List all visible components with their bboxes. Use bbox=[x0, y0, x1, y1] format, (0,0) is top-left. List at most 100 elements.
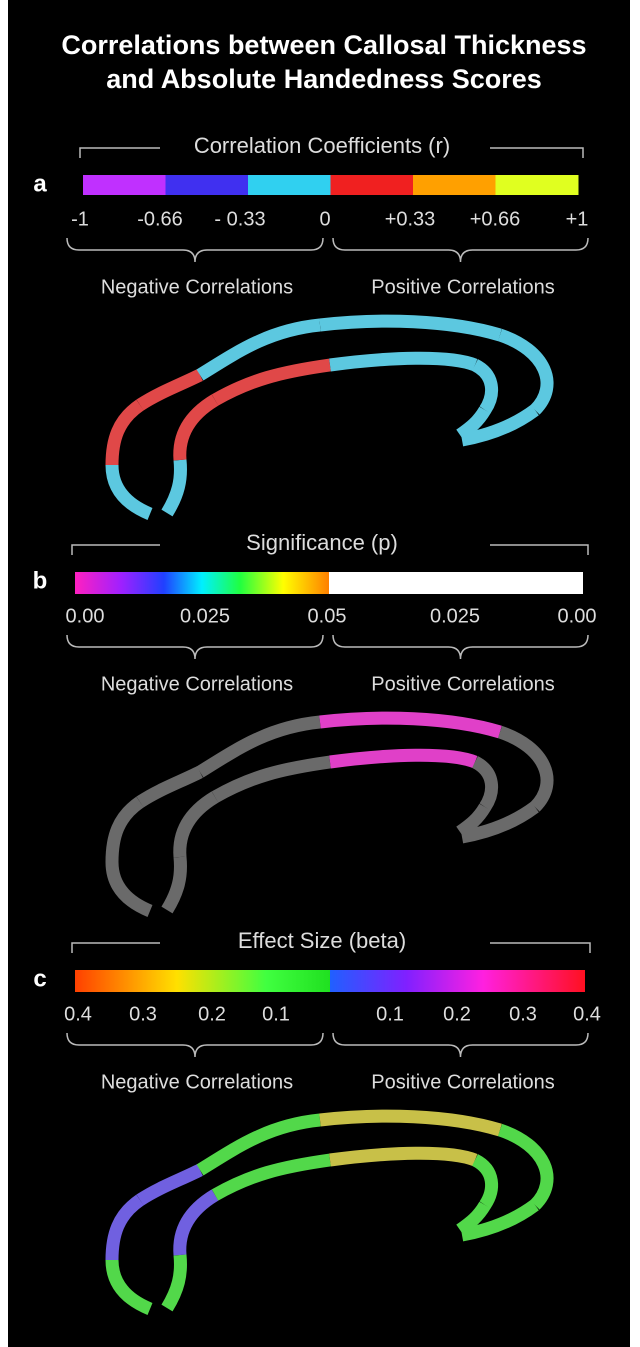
callosum-segment bbox=[460, 1199, 539, 1242]
callosum-segment bbox=[460, 404, 539, 447]
scale-tick-label: 0.3 bbox=[509, 1003, 537, 1025]
title: and Absolute Handedness Scores bbox=[106, 64, 542, 94]
callosum-segment bbox=[173, 791, 219, 858]
scale-title: Significance (p) bbox=[246, 530, 398, 555]
scale-tick-label: 0.1 bbox=[262, 1003, 290, 1025]
callosum-segment bbox=[173, 1189, 219, 1256]
callosum-segment bbox=[497, 1123, 554, 1210]
side-label: Negative Correlations bbox=[101, 276, 293, 298]
scale-tick-label: 0 bbox=[319, 208, 330, 230]
colorbar-segment bbox=[330, 175, 414, 195]
bracket bbox=[71, 544, 589, 555]
callosum-segment bbox=[105, 464, 153, 521]
scale-tick-label: -1 bbox=[71, 208, 89, 230]
colorbar-left bbox=[75, 572, 329, 594]
brace bbox=[66, 634, 324, 660]
callosum bbox=[105, 711, 554, 918]
brace bbox=[332, 634, 589, 660]
scale-tick-label: 0.4 bbox=[573, 1003, 601, 1025]
colorbar-segment bbox=[413, 175, 496, 195]
callosum-segment bbox=[211, 1153, 331, 1201]
side-label: Positive Correlations bbox=[371, 1071, 554, 1093]
callosum-segment bbox=[329, 351, 478, 372]
colorbar-segment bbox=[248, 175, 331, 195]
scale-tick-label: +0.33 bbox=[385, 208, 436, 230]
side-label: Positive Correlations bbox=[371, 276, 554, 298]
panel-letter: b bbox=[33, 567, 48, 594]
brace bbox=[332, 1032, 589, 1058]
callosum-segment bbox=[471, 359, 498, 414]
callosum-segment bbox=[136, 369, 203, 411]
callosum-segment bbox=[460, 801, 539, 844]
callosum-segment bbox=[161, 856, 187, 914]
colorbar-right bbox=[329, 572, 583, 594]
callosum-segment bbox=[105, 399, 144, 466]
side-label: Negative Correlations bbox=[101, 1071, 293, 1093]
brace bbox=[332, 237, 589, 263]
scale-tick-label: +0.66 bbox=[470, 208, 521, 230]
scale-tick-label: +1 bbox=[566, 208, 589, 230]
scale-tick-label: 0.2 bbox=[443, 1003, 471, 1025]
callosum-segment bbox=[319, 1109, 502, 1137]
scale-tick-label: 0.00 bbox=[66, 605, 105, 627]
brace bbox=[66, 1032, 324, 1058]
scale-tick-label: 0.1 bbox=[376, 1003, 404, 1025]
brace bbox=[66, 237, 324, 263]
colorbar-left bbox=[75, 970, 330, 992]
callosum-segment bbox=[456, 803, 491, 838]
panel: Correlation Coefficients (r) a -1 -0.66 - 0.… bbox=[33, 133, 589, 521]
scale-tick-label: - 0.33 bbox=[214, 208, 265, 230]
scale-tick-label: 0.025 bbox=[180, 605, 230, 627]
scale-tick-label: 0.2 bbox=[198, 1003, 226, 1025]
callosum-segment bbox=[105, 1259, 153, 1316]
callosum-segment bbox=[456, 1201, 491, 1236]
colorbar-right bbox=[330, 970, 585, 992]
scale-tick-label: 0.4 bbox=[64, 1003, 92, 1025]
callosum-segment bbox=[136, 766, 203, 808]
scale-tick-label: 0.025 bbox=[430, 605, 480, 627]
callosum-segment bbox=[497, 328, 554, 415]
callosum-segment bbox=[471, 756, 498, 811]
callosum-segment bbox=[456, 406, 491, 441]
scale-tick-label: 0.05 bbox=[308, 605, 347, 627]
bracket bbox=[79, 147, 584, 158]
callosum-segment bbox=[105, 861, 153, 918]
callosum-segment bbox=[161, 459, 187, 517]
callosum-segment bbox=[471, 1154, 498, 1209]
callosum-segment bbox=[497, 725, 554, 812]
callosum-segment bbox=[211, 358, 331, 406]
callosum-segment bbox=[211, 755, 331, 803]
callosum-segment bbox=[196, 1113, 321, 1176]
panel-letter: c bbox=[33, 965, 46, 992]
callosum-segment bbox=[329, 748, 478, 769]
scale-tick-label: 0.00 bbox=[558, 605, 597, 627]
scale-tick-label: 0.3 bbox=[129, 1003, 157, 1025]
callosum-segment bbox=[196, 318, 321, 381]
scale-title: Correlation Coefficients (r) bbox=[194, 133, 450, 158]
bracket bbox=[71, 942, 591, 953]
scale-tick-label: -0.66 bbox=[137, 208, 183, 230]
callosum-segment bbox=[173, 394, 219, 461]
callosum-segment bbox=[105, 1194, 144, 1261]
panel: Effect Size (beta) c 0.4 0.3 0.2 0.1 0.1 0.2 0.3… bbox=[33, 928, 601, 1316]
side-label: Positive Correlations bbox=[371, 673, 554, 695]
callosum bbox=[105, 314, 554, 521]
panel: Significance (p) b 0.00 0.025 0.05 0.025 0.00 N… bbox=[33, 530, 597, 918]
callosum-segment bbox=[105, 796, 144, 863]
title: Correlations between Callosal Thickness bbox=[61, 30, 586, 60]
callosum-segment bbox=[319, 711, 502, 739]
colorbar-segment bbox=[83, 175, 166, 195]
callosum-segment bbox=[329, 1146, 478, 1167]
callosum-segment bbox=[196, 715, 321, 778]
callosum-segment bbox=[136, 1164, 203, 1206]
panel-letter: a bbox=[33, 170, 47, 197]
scale-title: Effect Size (beta) bbox=[238, 928, 406, 953]
side-label: Negative Correlations bbox=[101, 673, 293, 695]
colorbar-segment bbox=[165, 175, 249, 195]
callosum bbox=[105, 1109, 554, 1316]
colorbar-segment bbox=[495, 175, 579, 195]
callosum-segment bbox=[161, 1254, 187, 1312]
callosum-segment bbox=[319, 314, 502, 342]
